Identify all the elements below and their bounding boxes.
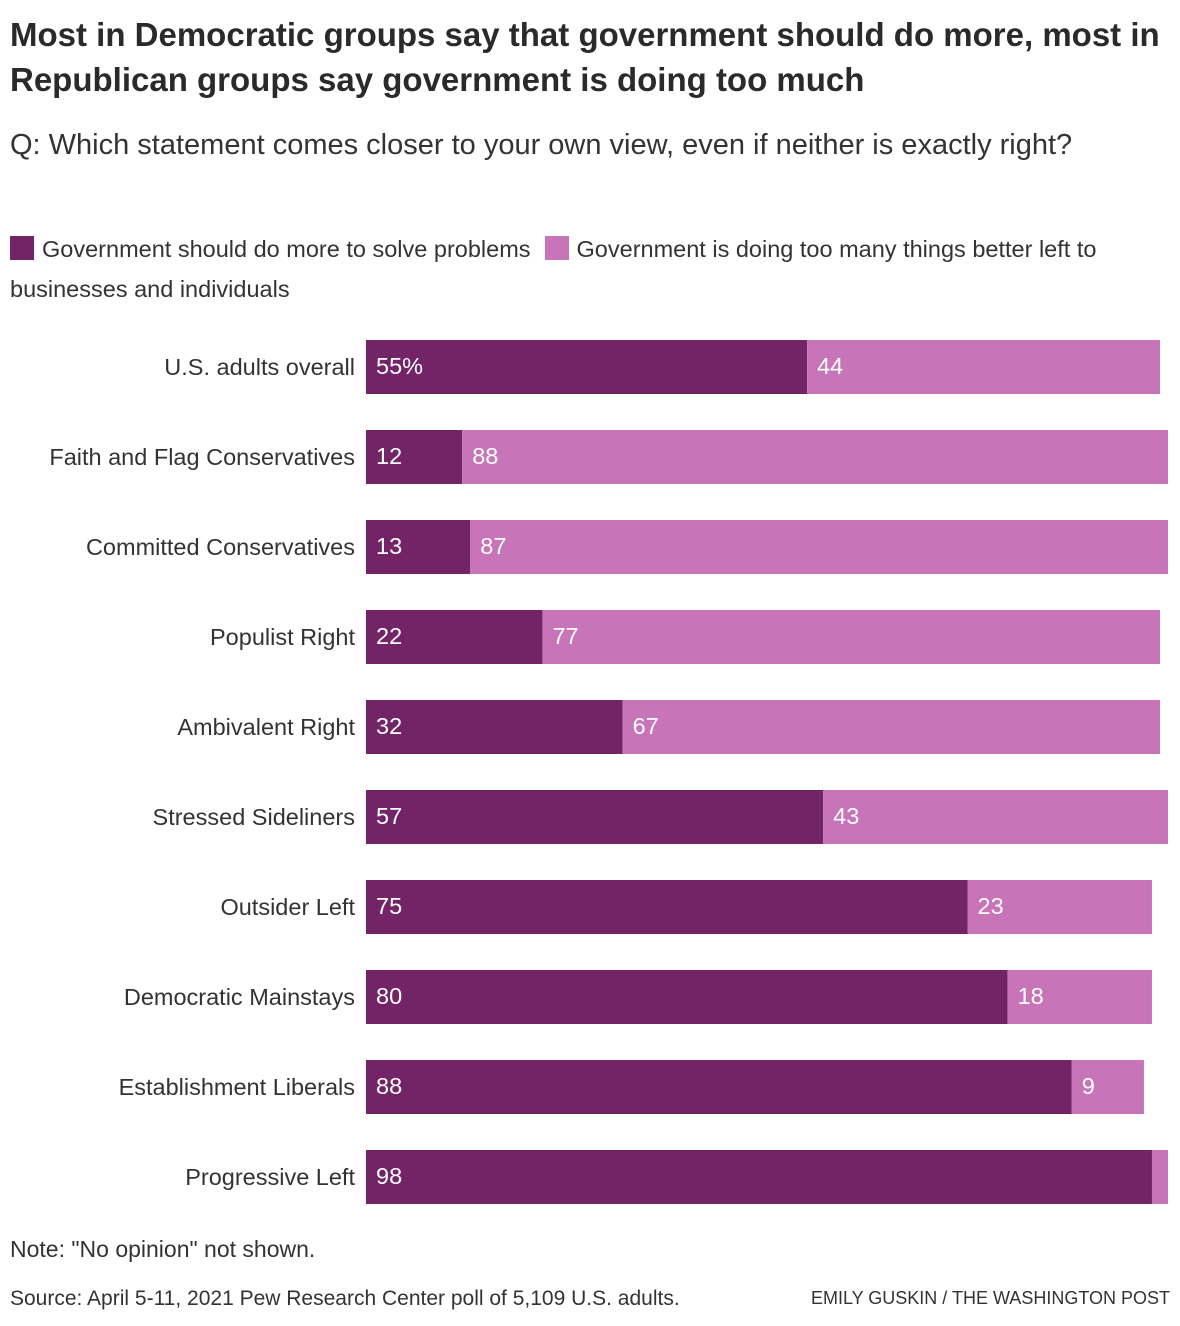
legend-label: Government is doing too many things bett… (10, 236, 1097, 302)
bar-segment (366, 430, 463, 484)
bar-segment (462, 430, 1168, 484)
data-label: 77 (552, 623, 578, 649)
category-label: Faith and Flag Conservatives (49, 444, 355, 470)
category-label: U.S. adults overall (164, 354, 355, 380)
data-label: 67 (633, 713, 659, 739)
bar-segment (1071, 1060, 1144, 1114)
data-label: 75 (376, 893, 402, 919)
bar-segment (366, 790, 824, 844)
data-label: 88 (376, 1073, 402, 1099)
category-label: Ambivalent Right (177, 714, 355, 740)
bar-segment (622, 700, 1160, 754)
source: Source: April 5-11, 2021 Pew Research Ce… (10, 1287, 680, 1310)
data-label: 9 (1082, 1073, 1095, 1099)
legend-swatch (10, 236, 34, 260)
bar-segment (1007, 970, 1152, 1024)
data-label: 23 (978, 893, 1004, 919)
data-label: 43 (833, 803, 859, 829)
bar-segment (366, 700, 623, 754)
category-label: Stressed Sideliners (153, 804, 355, 830)
chart-subtitle: Q: Which statement comes closer to your … (10, 129, 1073, 161)
bar-segment (807, 340, 1160, 394)
bar-segment (366, 1060, 1072, 1114)
bar-segment (470, 520, 1168, 574)
bar-segment (366, 610, 543, 664)
legend-item: Government is doing too many things bett… (10, 236, 1096, 302)
legend-swatch (544, 236, 569, 260)
bar-segment (366, 970, 1008, 1024)
category-label: Outsider Left (220, 894, 355, 920)
data-label: 12 (376, 443, 402, 469)
data-label: 22 (376, 623, 402, 649)
data-label: 80 (376, 983, 402, 1009)
chart: U.S. adults overall 55% 44 Faith and Flag C… (49, 340, 1168, 1204)
category-label: Committed Conservatives (86, 534, 355, 560)
bar-segment (967, 880, 1152, 934)
legend: Government should do more to solve probl… (10, 229, 1175, 309)
bar-segment (366, 880, 968, 934)
category-label: Progressive Left (185, 1164, 355, 1190)
credit: EMILY GUSKIN / THE WASHINGTON POST (810, 1288, 1170, 1308)
data-label: 18 (1018, 983, 1044, 1009)
data-label: 13 (376, 533, 402, 559)
data-label: 98 (376, 1163, 402, 1189)
chart-title: Most in Democratic groups say that gover… (10, 16, 1160, 98)
category-label: Democratic Mainstays (124, 984, 355, 1010)
legend-label: Government should do more to solve probl… (42, 236, 531, 262)
legend-item: Government should do more to solve probl… (10, 236, 531, 262)
data-label: 57 (376, 803, 402, 829)
note: Note: "No opinion" not shown. (10, 1236, 316, 1262)
bar-segment (366, 1150, 1152, 1204)
data-label: 88 (472, 443, 498, 469)
bar-segment (366, 340, 808, 394)
bar-segment (1151, 1150, 1168, 1204)
data-label: 32 (376, 713, 402, 739)
category-label: Populist Right (210, 624, 355, 650)
bar-segment (366, 520, 471, 574)
category-label: Establishment Liberals (119, 1074, 355, 1100)
data-label: 44 (817, 353, 843, 379)
data-label: 87 (480, 533, 506, 559)
data-label: 55% (376, 353, 423, 379)
bar-segment (823, 790, 1168, 844)
bar-segment (542, 610, 1160, 664)
